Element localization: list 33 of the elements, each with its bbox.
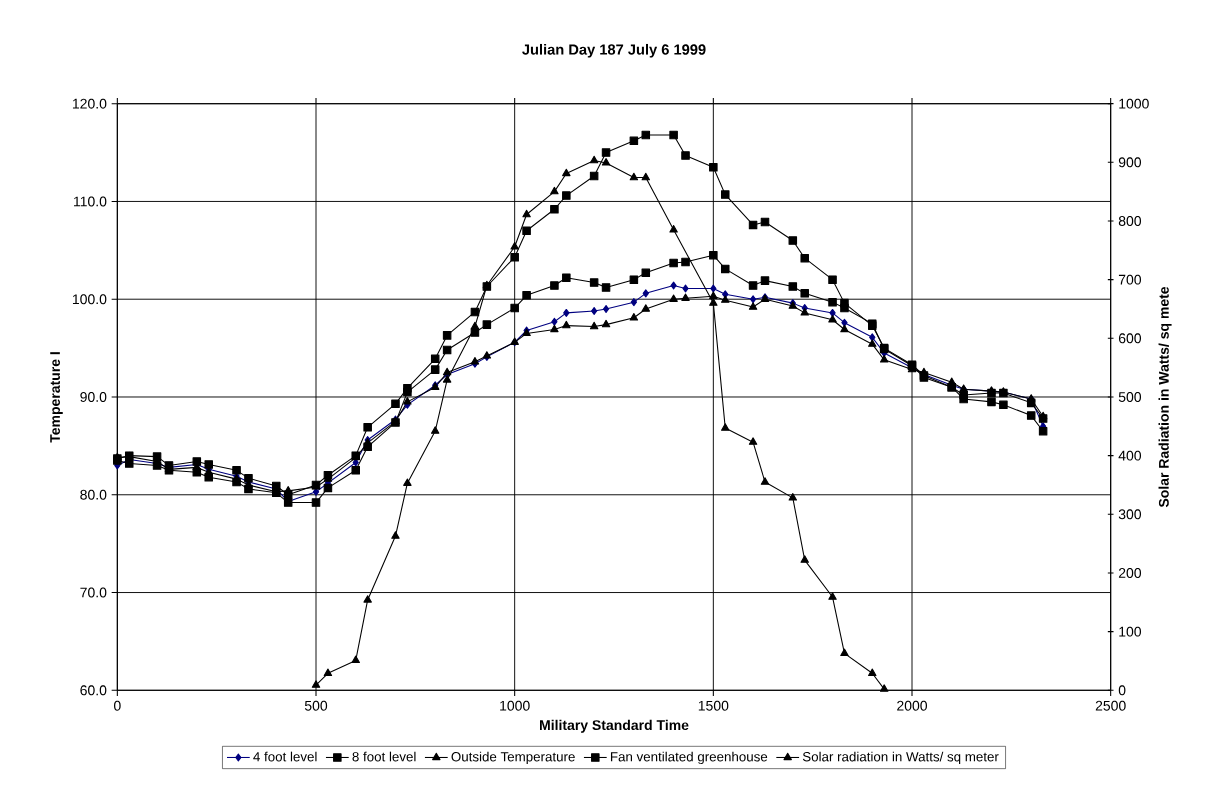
y-tick-label: 110.0 [74, 196, 107, 207]
y-tick-label: 70.0 [80, 587, 107, 598]
y-tick-label: 100.0 [72, 294, 107, 305]
y2-tick-label: 500 [1118, 392, 1142, 402]
x-tick-label: 1500 [698, 700, 729, 711]
y2-tick-label: 200 [1118, 568, 1142, 578]
y-tick-label: 120.0 [72, 98, 107, 109]
y-tick-label: 80.0 [80, 489, 107, 500]
x-tick-label: 500 [304, 700, 328, 711]
x-tick-label: 2500 [1095, 700, 1126, 711]
y2-tick-label: 400 [1118, 450, 1142, 461]
y2-tick-label: 900 [1118, 157, 1142, 168]
y-tick-label: 60.0 [80, 685, 107, 696]
legend-label: 8 foot level [352, 751, 416, 762]
x-tick-label: 0 [113, 700, 121, 711]
y2-tick-label: 300 [1118, 509, 1142, 520]
legend-label: Fan ventilated greenhouse [610, 751, 768, 765]
x-tick-label: 1000 [500, 700, 530, 711]
x-tick-label: 2000 [897, 700, 928, 711]
y2-axis-title: Solar Radiation in Watts/ sq mete [1158, 286, 1172, 508]
y2-tick-label: 700 [1118, 274, 1142, 285]
x-axis-title: Military Standard Time [540, 719, 689, 733]
y2-tick-label: 600 [1118, 333, 1142, 344]
legend-label: Outside Temperature [451, 751, 575, 765]
y-tick-label: 90.0 [80, 392, 107, 402]
legend-label: 4 foot level [253, 751, 317, 762]
y2-tick-label: 100 [1119, 626, 1142, 637]
y2-tick-label: 800 [1118, 216, 1142, 226]
y2-tick-label: 0 [1118, 685, 1126, 696]
chart-title: Julian Day 187 July 6 1999 [522, 43, 706, 58]
y2-tick-label: 1000 [1119, 98, 1149, 109]
y-axis-title: Temperature I [50, 352, 63, 443]
legend-label: Solar radiation in Watts/ sq meter [802, 751, 999, 765]
